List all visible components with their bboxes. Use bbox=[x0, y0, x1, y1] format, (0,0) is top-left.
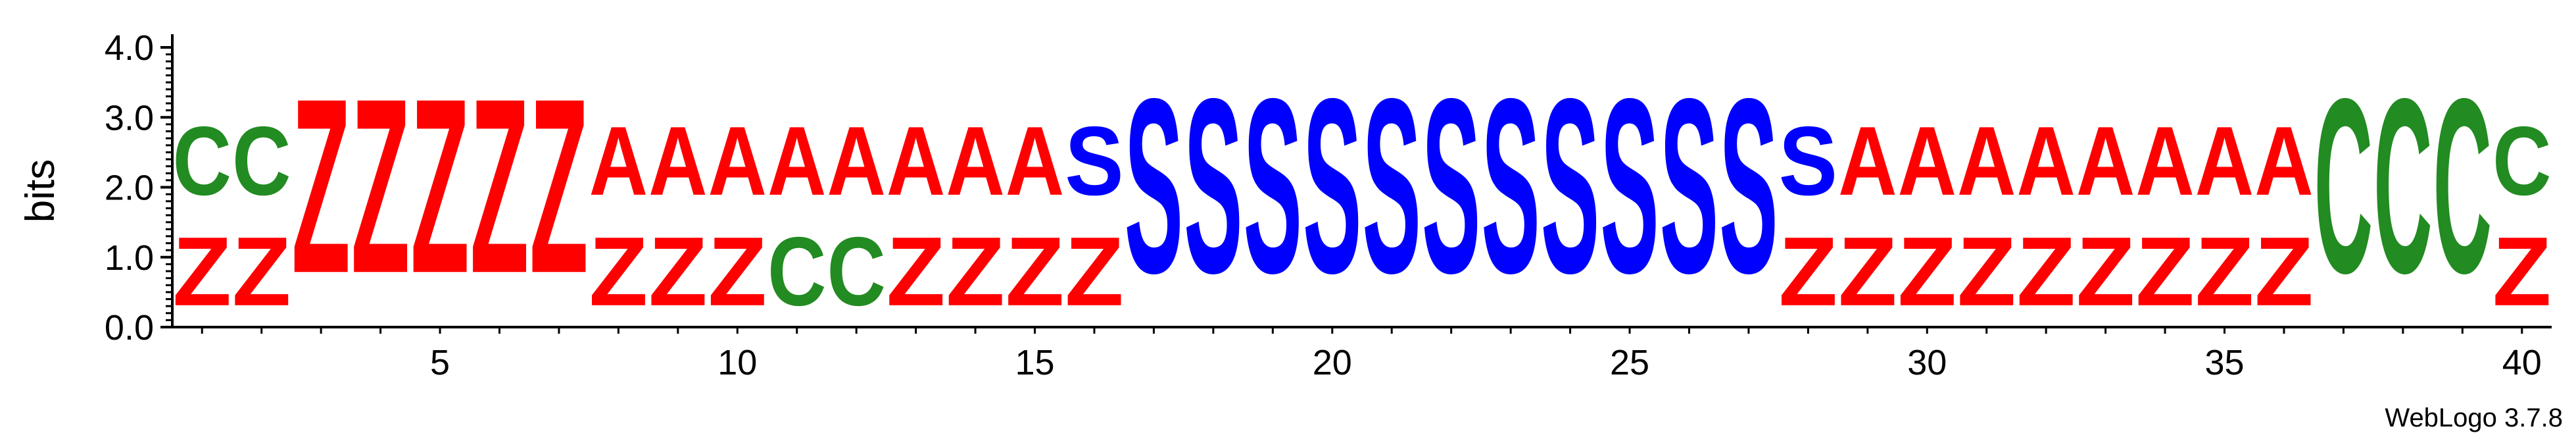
logo-letter-s-pos-19: S bbox=[1244, 47, 1302, 326]
weblogo-version-label: WebLogo 3.7.8 bbox=[2385, 403, 2563, 432]
logo-letter-z-pos-8: Z bbox=[589, 217, 648, 326]
logo-letter-z-pos-4: Z bbox=[351, 46, 410, 324]
y-tick-label: 3.0 bbox=[105, 98, 154, 138]
logo-letter-s-pos-22: S bbox=[1422, 47, 1480, 326]
logo-letter-c-pos-38: C bbox=[2373, 46, 2432, 324]
logo-letter-a-pos-35: A bbox=[2195, 107, 2254, 216]
logo-letter-s-pos-27: S bbox=[1719, 47, 1778, 326]
logo-letter-s-pos-28: S bbox=[1779, 107, 1837, 216]
logo-letter-a-pos-10: A bbox=[708, 107, 767, 216]
x-tick-label: 40 bbox=[2502, 343, 2542, 382]
logo-letter-z-pos-31: Z bbox=[1957, 217, 2016, 326]
logo-letter-a-pos-9: A bbox=[648, 107, 707, 216]
x-tick-label: 20 bbox=[1313, 343, 1352, 382]
logo-letter-z-pos-16: Z bbox=[1065, 217, 1123, 326]
x-tick-label: 35 bbox=[2204, 343, 2244, 382]
logo-letter-a-pos-30: A bbox=[1898, 107, 1956, 216]
logo-letter-a-pos-11: A bbox=[767, 107, 826, 216]
logo-letter-z-pos-40: Z bbox=[2492, 217, 2551, 326]
x-tick-label: 10 bbox=[717, 343, 757, 382]
logo-letter-z-pos-28: Z bbox=[1779, 217, 1837, 326]
logo-letter-z-pos-9: Z bbox=[648, 217, 707, 326]
x-tick-label: 5 bbox=[430, 343, 450, 382]
x-tick-label: 15 bbox=[1015, 343, 1054, 382]
logo-letter-z-pos-35: Z bbox=[2195, 217, 2254, 326]
logo-letter-a-pos-13: A bbox=[887, 107, 945, 216]
logo-letter-s-pos-26: S bbox=[1660, 47, 1718, 326]
x-tick-label: 30 bbox=[1907, 343, 1947, 382]
logo-letter-c-pos-40: C bbox=[2492, 107, 2551, 216]
logo-letter-c-pos-2: C bbox=[232, 107, 291, 216]
logo-letter-c-pos-12: C bbox=[827, 217, 885, 326]
logo-letter-z-pos-5: Z bbox=[410, 46, 469, 324]
logo-letter-s-pos-25: S bbox=[1600, 47, 1659, 326]
logo-letter-a-pos-36: A bbox=[2254, 107, 2313, 216]
logo-letter-c-pos-11: C bbox=[767, 217, 826, 326]
logo-letter-a-pos-33: A bbox=[2076, 107, 2135, 216]
logo-letter-s-pos-18: S bbox=[1184, 47, 1242, 326]
logo-letter-s-pos-16: S bbox=[1065, 107, 1123, 216]
y-tick-label: 4.0 bbox=[105, 28, 154, 68]
logo-letter-c-pos-1: C bbox=[173, 107, 231, 216]
logo-letter-c-pos-39: C bbox=[2433, 46, 2492, 324]
y-tick-label: 2.0 bbox=[105, 168, 154, 208]
logo-letter-z-pos-32: Z bbox=[2016, 217, 2075, 326]
logo-letter-s-pos-20: S bbox=[1303, 47, 1361, 326]
logo-letter-z-pos-33: Z bbox=[2076, 217, 2135, 326]
logo-letter-a-pos-12: A bbox=[827, 107, 885, 216]
logo-letter-z-pos-30: Z bbox=[1898, 217, 1956, 326]
logo-letter-a-pos-29: A bbox=[1838, 107, 1897, 216]
logo-letter-s-pos-24: S bbox=[1541, 47, 1599, 326]
logo-letter-z-pos-29: Z bbox=[1838, 217, 1897, 326]
logo-letter-z-pos-14: Z bbox=[946, 217, 1004, 326]
y-tick-label: 1.0 bbox=[105, 238, 154, 278]
logo-letter-s-pos-21: S bbox=[1363, 47, 1421, 326]
logo-letter-z-pos-10: Z bbox=[708, 217, 767, 326]
logo-letter-s-pos-17: S bbox=[1125, 47, 1183, 326]
logo-letter-a-pos-32: A bbox=[2016, 107, 2075, 216]
logo-letter-a-pos-8: A bbox=[589, 107, 648, 216]
logo-letter-z-pos-2: Z bbox=[232, 217, 291, 326]
x-tick-label: 25 bbox=[1610, 343, 1649, 382]
logo-letter-z-pos-1: Z bbox=[173, 217, 231, 326]
logo-letter-a-pos-34: A bbox=[2135, 107, 2194, 216]
logo-letter-c-pos-37: C bbox=[2314, 46, 2373, 324]
logo-letter-z-pos-7: Z bbox=[529, 46, 588, 324]
axes: 0.0 1.0 2.0 3.0 4.0 5 10 15 20 25 30 35 40 bbox=[105, 28, 2552, 382]
logo-letter-a-pos-14: A bbox=[946, 107, 1004, 216]
logo-letter-s-pos-23: S bbox=[1481, 47, 1540, 326]
logo-letter-z-pos-15: Z bbox=[1006, 217, 1064, 326]
logo-letter-a-pos-15: A bbox=[1006, 107, 1064, 216]
logo-letter-z-pos-6: Z bbox=[470, 46, 529, 324]
y-tick-label: 0.0 bbox=[105, 308, 154, 348]
logo-letter-z-pos-13: Z bbox=[887, 217, 945, 326]
logo-letter-a-pos-31: A bbox=[1957, 107, 2016, 216]
logo-letter-z-pos-34: Z bbox=[2135, 217, 2194, 326]
y-axis-label: bits bbox=[18, 159, 63, 222]
logo-letter-z-pos-3: Z bbox=[291, 46, 350, 324]
logo-letter-z-pos-36: Z bbox=[2254, 217, 2313, 326]
